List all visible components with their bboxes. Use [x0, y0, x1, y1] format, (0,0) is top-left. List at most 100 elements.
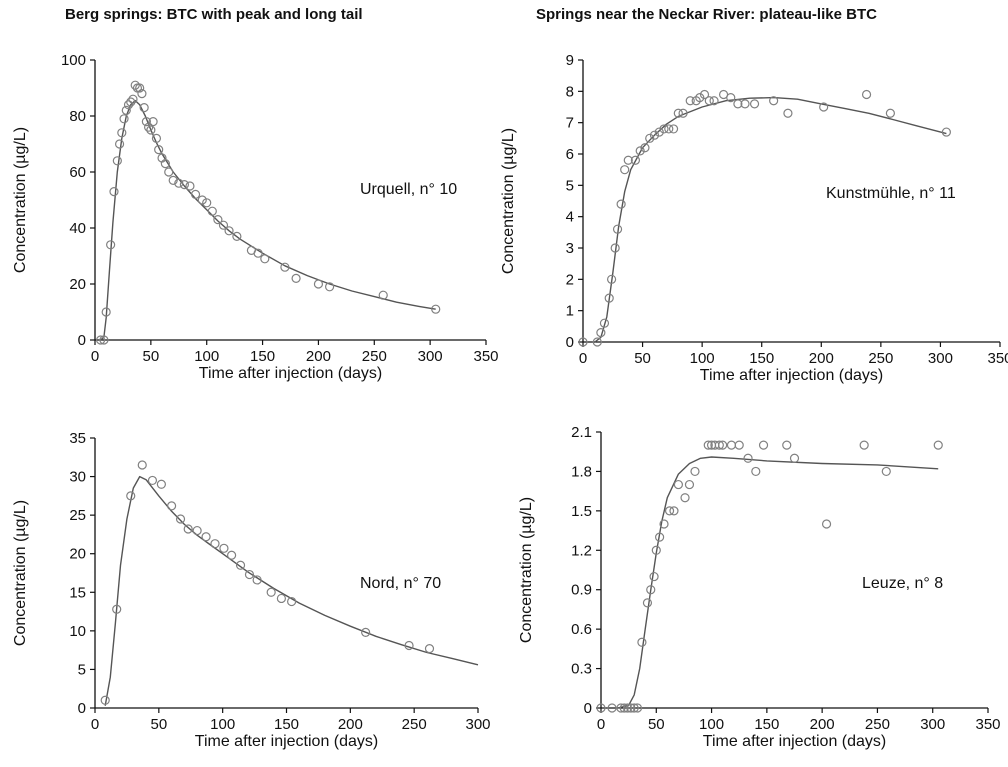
observed-point [126, 97, 136, 107]
observed-point [885, 108, 895, 118]
observed-point [740, 99, 750, 109]
observed-point [664, 124, 674, 134]
observed-point [135, 83, 145, 93]
observed-point [227, 550, 237, 560]
observed-point [685, 96, 695, 106]
x-tick-label: 150 [250, 348, 275, 365]
observed-point [655, 532, 665, 542]
observed-point [649, 130, 660, 140]
observed-point [819, 102, 829, 112]
observed-point [637, 637, 647, 647]
observed-point [114, 139, 125, 149]
observed-point [112, 604, 122, 614]
observed-point [183, 524, 193, 534]
observed-point [378, 290, 388, 300]
observed-point [431, 304, 441, 314]
y-tick-label: 30 [69, 469, 86, 486]
observed-point [669, 506, 679, 516]
observed-point [244, 569, 255, 580]
x-tick-label: 200 [809, 350, 834, 367]
observed-point [266, 587, 276, 597]
observed-point [121, 105, 131, 116]
observed-point [219, 543, 229, 553]
observed-point [789, 453, 800, 463]
observed-point [612, 224, 623, 234]
observed-point [154, 145, 164, 155]
x-tick-label: 350 [975, 716, 1000, 733]
x-tick-label: 250 [402, 716, 427, 733]
observed-point [645, 133, 655, 143]
x-tick-label: 0 [579, 350, 587, 367]
observed-point [769, 96, 779, 106]
well-annotation: Urquell, n° 10 [360, 181, 457, 198]
y-tick-label: 1 [566, 303, 574, 320]
y-tick-label: 1.8 [571, 463, 592, 480]
observed-point [218, 220, 229, 230]
observed-point [743, 453, 753, 463]
observed-point [201, 532, 211, 542]
observed-point [596, 328, 606, 338]
observed-point [664, 506, 675, 516]
x-tick-label: 300 [928, 350, 953, 367]
observed-point [933, 440, 943, 450]
x-tick-label: 150 [754, 716, 779, 733]
observed-point [678, 108, 688, 118]
observed-point [325, 282, 335, 292]
observed-point [622, 703, 633, 713]
observed-point [578, 337, 588, 347]
y-tick-label: 7 [566, 115, 574, 132]
x-tick-label: 250 [865, 716, 890, 733]
observed-point [659, 124, 669, 134]
observed-point [616, 199, 626, 209]
observed-point [119, 114, 129, 124]
y-tick-label: 1.2 [571, 542, 592, 559]
observed-point [626, 703, 636, 713]
x-tick-label: 200 [810, 716, 835, 733]
observed-point [213, 215, 223, 225]
y-tick-label: 0 [78, 332, 86, 349]
y-tick-label: 15 [69, 584, 86, 601]
observed-point [690, 466, 700, 477]
fitted-curve [617, 456, 939, 709]
observed-point [112, 156, 122, 166]
observed-point [313, 279, 324, 289]
observed-point [714, 440, 724, 450]
observed-point [749, 99, 760, 109]
observed-point [629, 703, 639, 713]
observed-point [137, 88, 147, 99]
y-axis-label: Concentration (µg/L) [518, 497, 535, 643]
x-tick-label: 100 [210, 716, 235, 733]
fitted-curve [594, 96, 947, 343]
y-tick-label: 40 [69, 220, 86, 237]
observed-point [361, 627, 371, 638]
observed-point [130, 80, 140, 90]
x-tick-label: 50 [143, 348, 160, 365]
y-tick-label: 4 [566, 209, 574, 226]
observed-point [179, 180, 189, 190]
y-tick-label: 60 [69, 164, 86, 181]
x-tick-label: 0 [597, 716, 605, 733]
observed-point [101, 307, 111, 317]
observed-point [733, 99, 743, 109]
observed-point [168, 175, 178, 185]
y-tick-label: 3 [566, 240, 574, 257]
observed-point [167, 501, 177, 511]
chart-panel-3: 0 50 100 150 200 250 300 0 5 10 15 20 25 30 35 Time aft… [12, 430, 491, 750]
observed-point [144, 122, 154, 132]
y-axis-label: Concentration (µg/L) [12, 500, 29, 646]
observed-point [649, 571, 659, 582]
observed-point [99, 335, 109, 345]
observed-point [630, 155, 641, 165]
observed-point [260, 254, 270, 264]
x-tick-label: 0 [91, 716, 99, 733]
observed-point [291, 273, 301, 283]
observed-point [821, 519, 832, 529]
x-tick-label: 250 [362, 348, 387, 365]
observed-point [668, 124, 679, 134]
observed-point [197, 195, 207, 205]
chart-panel-2: 0 50 100 150 200 250 300 350 0 1 2 3 4 5 6 7 8 9 Time afte… [500, 52, 1008, 384]
observed-point [148, 116, 158, 127]
observed-point [623, 155, 633, 165]
